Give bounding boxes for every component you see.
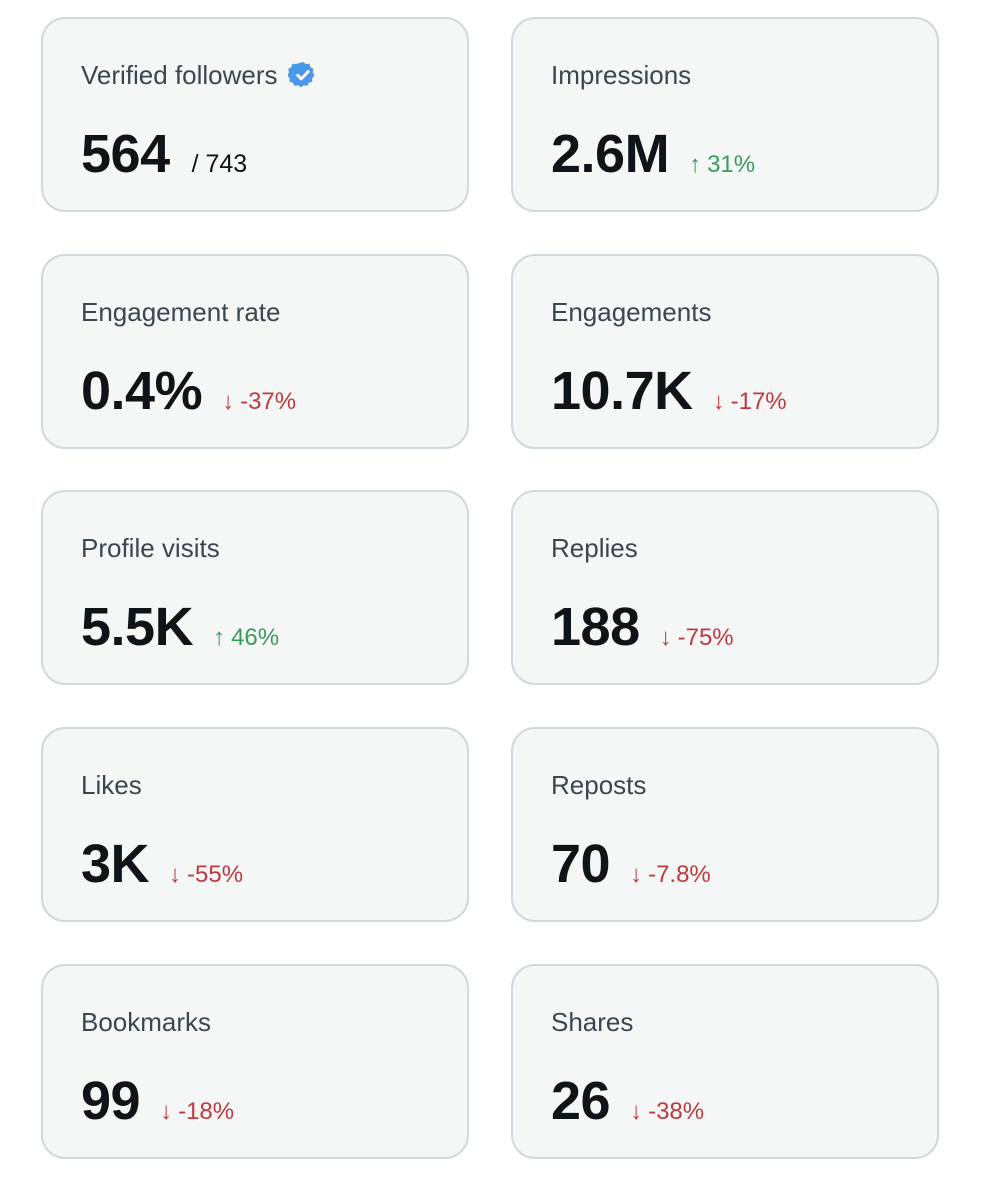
metric-value-row: 188 ↓ -75% bbox=[551, 596, 734, 658]
metric-value: 564 bbox=[81, 124, 170, 184]
metric-card-profile-visits[interactable]: Profile visits 5.5K ↑ 46% bbox=[41, 490, 469, 685]
arrow-down-icon: ↓ bbox=[169, 861, 182, 888]
metric-label: Shares bbox=[551, 1007, 634, 1037]
metric-card-replies[interactable]: Replies 188 ↓ -75% bbox=[511, 490, 939, 685]
arrow-down-icon: ↓ bbox=[659, 624, 672, 651]
metric-value: 70 bbox=[551, 834, 611, 894]
metric-value-row: 10.7K ↓ -17% bbox=[551, 360, 787, 422]
metric-label: Reposts bbox=[551, 770, 647, 800]
metric-label: Profile visits bbox=[81, 533, 220, 563]
metric-change: ↓ -37% bbox=[222, 388, 296, 416]
metric-value-row: 564 / 743 bbox=[81, 123, 247, 185]
metric-change: ↑ 46% bbox=[213, 624, 279, 652]
metric-value: 3K bbox=[81, 834, 150, 894]
metric-value: 0.4% bbox=[81, 361, 203, 421]
metric-card-engagements[interactable]: Engagements 10.7K ↓ -17% bbox=[511, 254, 939, 449]
metric-label: Likes bbox=[81, 770, 142, 800]
metric-change: ↓ -17% bbox=[713, 388, 787, 416]
metric-change-value: -75% bbox=[677, 624, 734, 651]
metric-card-reposts[interactable]: Reposts 70 ↓ -7.8% bbox=[511, 727, 939, 922]
metric-value-row: 5.5K ↑ 46% bbox=[81, 596, 279, 658]
metric-label: Engagements bbox=[551, 297, 712, 327]
metric-value-row: 2.6M ↑ 31% bbox=[551, 123, 755, 185]
arrow-down-icon: ↓ bbox=[712, 388, 725, 415]
metric-value: 5.5K bbox=[81, 597, 194, 657]
metric-change-value: -18% bbox=[178, 1098, 235, 1125]
metric-change-value: 46% bbox=[231, 624, 280, 651]
metric-change: ↓ -75% bbox=[660, 624, 734, 652]
metric-change: ↓ -55% bbox=[169, 861, 243, 889]
metric-change: ↓ -38% bbox=[630, 1098, 704, 1126]
metric-value-row: 26 ↓ -38% bbox=[551, 1070, 704, 1132]
metric-card-engagement-rate[interactable]: Engagement rate 0.4% ↓ -37% bbox=[41, 254, 469, 449]
metric-value: 188 bbox=[551, 597, 640, 657]
arrow-down-icon: ↓ bbox=[160, 1098, 173, 1125]
verified-badge-icon bbox=[287, 61, 315, 88]
metric-change-value: 31% bbox=[707, 151, 756, 178]
metric-change-value: -7.8% bbox=[648, 861, 711, 888]
arrow-up-icon: ↑ bbox=[213, 624, 226, 651]
metric-card-shares[interactable]: Shares 26 ↓ -38% bbox=[511, 964, 939, 1159]
metric-label: Engagement rate bbox=[81, 297, 281, 327]
metric-label: Bookmarks bbox=[81, 1007, 212, 1037]
metric-value-row: 99 ↓ -18% bbox=[81, 1070, 234, 1132]
metric-value: 99 bbox=[81, 1071, 141, 1131]
metric-value: 10.7K bbox=[551, 361, 693, 421]
metric-card-likes[interactable]: Likes 3K ↓ -55% bbox=[41, 727, 469, 922]
arrow-down-icon: ↓ bbox=[222, 388, 235, 415]
metric-change: ↑ 31% bbox=[689, 151, 755, 179]
metric-value-row: 70 ↓ -7.8% bbox=[551, 833, 711, 895]
metric-change-value: -17% bbox=[730, 388, 787, 415]
metric-label: Replies bbox=[551, 533, 638, 563]
metric-value-row: 0.4% ↓ -37% bbox=[81, 360, 296, 422]
arrow-down-icon: ↓ bbox=[630, 861, 643, 888]
metric-change-value: -55% bbox=[187, 861, 244, 888]
metric-value-row: 3K ↓ -55% bbox=[81, 833, 243, 895]
metric-card-impressions[interactable]: Impressions 2.6M ↑ 31% bbox=[511, 17, 939, 212]
metric-total: / 743 bbox=[191, 150, 248, 178]
metric-card-bookmarks[interactable]: Bookmarks 99 ↓ -18% bbox=[41, 964, 469, 1159]
metric-card-verified-followers[interactable]: Verified followers 564 / 743 bbox=[41, 17, 469, 212]
metric-value: 26 bbox=[551, 1071, 611, 1131]
metric-change: ↓ -18% bbox=[160, 1098, 234, 1126]
arrow-up-icon: ↑ bbox=[689, 151, 702, 178]
arrow-down-icon: ↓ bbox=[630, 1098, 643, 1125]
metric-change: ↓ -7.8% bbox=[630, 861, 711, 889]
metric-label-wrap: Verified followers bbox=[81, 57, 318, 93]
metric-value: 2.6M bbox=[551, 124, 670, 184]
metric-label: Impressions bbox=[551, 60, 692, 90]
metric-change-value: -38% bbox=[648, 1098, 705, 1125]
metric-change-value: -37% bbox=[240, 388, 297, 415]
metric-label: Verified followers bbox=[81, 60, 278, 90]
